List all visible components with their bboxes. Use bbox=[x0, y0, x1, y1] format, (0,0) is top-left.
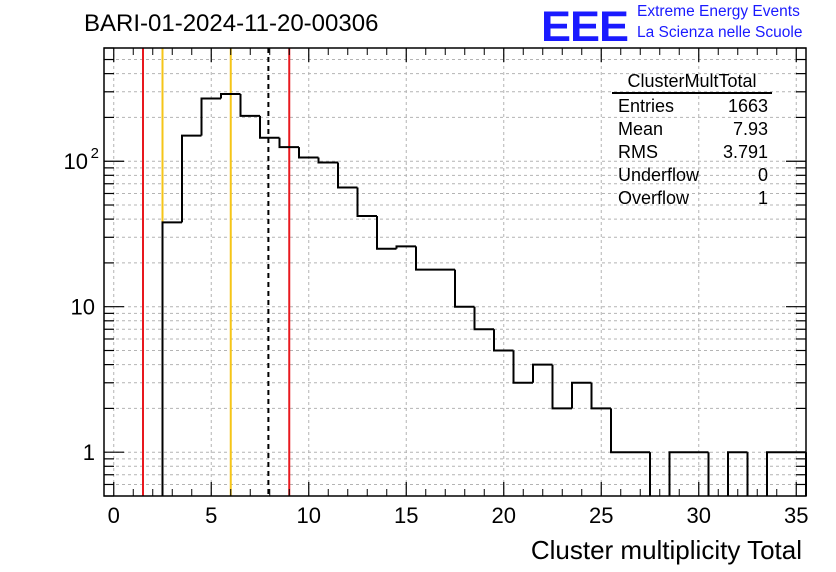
stats-box: ClusterMultTotal Entries 1663 Mean 7.93 … bbox=[612, 70, 772, 210]
stats-label: Mean bbox=[618, 119, 664, 139]
histogram-bin bbox=[415, 246, 436, 271]
histogram-bin bbox=[473, 306, 494, 331]
chart-title: BARI-01-2024-11-20-00306 bbox=[84, 10, 379, 37]
eee-logo: EEE bbox=[541, 2, 629, 51]
marker-lines bbox=[142, 48, 291, 496]
plot-frame bbox=[103, 47, 807, 497]
histogram-bin bbox=[512, 350, 533, 384]
stats-value: 0 bbox=[757, 165, 768, 185]
logo-line-2: La Scienza nelle Scuole bbox=[637, 24, 803, 41]
x-tick-label: 35 bbox=[784, 503, 808, 528]
stats-row-entries: Entries 1663 bbox=[612, 95, 772, 118]
histogram-bin bbox=[493, 329, 514, 352]
stats-row-overflow: Overflow 1 bbox=[612, 187, 772, 210]
histogram-bin bbox=[337, 162, 358, 189]
histogram-bin bbox=[766, 451, 787, 496]
histogram-bin bbox=[610, 408, 631, 454]
axis-ticks bbox=[104, 47, 806, 497]
stats-value: 1663 bbox=[727, 96, 768, 116]
logo-line-1: Extreme Energy Events bbox=[637, 3, 800, 20]
histogram-bin bbox=[376, 216, 397, 250]
x-tick-label: 0 bbox=[108, 503, 120, 528]
histogram-bin bbox=[220, 92, 241, 99]
stats-title: ClusterMultTotal bbox=[612, 70, 772, 94]
histogram-bin bbox=[317, 157, 338, 164]
histogram-bin bbox=[278, 137, 299, 149]
histogram-bin bbox=[727, 451, 748, 496]
x-tick-label: 20 bbox=[492, 503, 516, 528]
histogram-bin bbox=[181, 134, 202, 223]
x-axis-label: Cluster multiplicity Total bbox=[531, 535, 802, 565]
x-tick-label: 10 bbox=[297, 503, 321, 528]
stats-label: Underflow bbox=[618, 165, 700, 185]
y-tick-label: 10 bbox=[71, 295, 95, 320]
histogram-bin bbox=[590, 382, 611, 410]
x-tick-label: 5 bbox=[205, 503, 217, 528]
histogram-bin bbox=[571, 381, 592, 409]
histogram-bin bbox=[551, 364, 572, 410]
histogram-bin bbox=[298, 147, 319, 159]
y-tick-label: 1 bbox=[83, 440, 95, 465]
histogram-bin bbox=[200, 97, 221, 136]
histogram-bin bbox=[356, 187, 377, 218]
x-tick-label: 30 bbox=[687, 503, 711, 528]
histogram-bin bbox=[454, 269, 475, 308]
histogram-bin bbox=[532, 363, 553, 383]
stats-label: RMS bbox=[618, 142, 658, 162]
histogram-bin bbox=[259, 115, 280, 139]
stats-row-underflow: Underflow 0 bbox=[612, 164, 772, 187]
histogram-bin bbox=[668, 451, 689, 496]
stats-label: Overflow bbox=[618, 188, 690, 208]
histogram-bin bbox=[395, 245, 416, 249]
histogram-bin bbox=[161, 221, 182, 496]
y-tick-label: 10 bbox=[64, 149, 88, 174]
histogram-bin bbox=[239, 93, 260, 117]
stats-value: 3.791 bbox=[722, 142, 768, 162]
stats-label: Entries bbox=[618, 96, 675, 116]
stats-value: 1 bbox=[757, 188, 768, 208]
x-tick-label: 15 bbox=[394, 503, 418, 528]
stats-row-mean: Mean 7.93 bbox=[612, 118, 772, 141]
stats-value: 7.93 bbox=[732, 119, 768, 139]
y-tick-exponent: 2 bbox=[91, 145, 99, 162]
x-tick-label: 25 bbox=[589, 503, 613, 528]
stats-row-rms: RMS 3.791 bbox=[612, 141, 772, 164]
